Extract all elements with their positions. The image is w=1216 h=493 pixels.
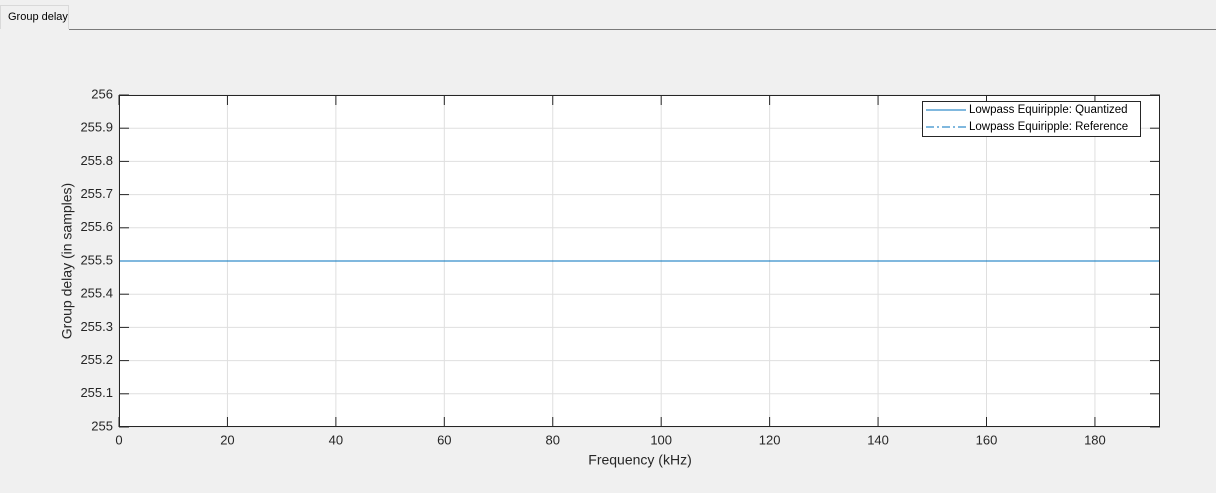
- y-tick-label: 256: [91, 86, 113, 101]
- x-tick-label: 140: [867, 432, 889, 447]
- legend-label: Lowpass Equiripple: Quantized: [969, 104, 1128, 116]
- x-tick-label: 180: [1084, 432, 1106, 447]
- x-tick-label: 0: [115, 432, 122, 447]
- y-tick-label: 255.9: [80, 120, 113, 135]
- tab: Group delay: [0, 5, 1216, 30]
- x-tick-label: 160: [976, 432, 998, 447]
- x-tick-label: 60: [437, 432, 451, 447]
- legend-box: [922, 101, 1141, 137]
- y-tick-label: 255.7: [80, 186, 113, 201]
- x-tick-label: 20: [220, 432, 234, 447]
- x-tick-label: 120: [759, 432, 781, 447]
- y-tick-label: 255.3: [80, 319, 113, 334]
- y-tick-label: 255.1: [80, 385, 113, 400]
- y-tick-label: 255.6: [80, 219, 113, 234]
- y-tick-label: 255: [91, 418, 113, 433]
- legend: Lowpass Equiripple: Quantized Lowpass Equ…: [922, 101, 1141, 137]
- axes-box: [119, 95, 1160, 427]
- y-tick-label: 255.2: [80, 352, 113, 367]
- tab-button[interactable]: [0, 5, 69, 30]
- y-tick-label: 255.4: [80, 286, 113, 301]
- y-tick-label: 255.8: [80, 153, 113, 168]
- x-tick-label: 80: [546, 432, 560, 447]
- legend-label: Lowpass Equiripple: Reference: [969, 121, 1128, 133]
- y-axis-label: Group delay (in samples): [59, 183, 75, 339]
- x-tick-label: 100: [650, 432, 672, 447]
- y-tick-label: 255.5: [80, 252, 113, 267]
- tab-label[interactable]: Group delay: [8, 11, 68, 23]
- x-axis-label: Frequency (kHz): [588, 452, 691, 468]
- x-tick-label: 40: [329, 432, 343, 447]
